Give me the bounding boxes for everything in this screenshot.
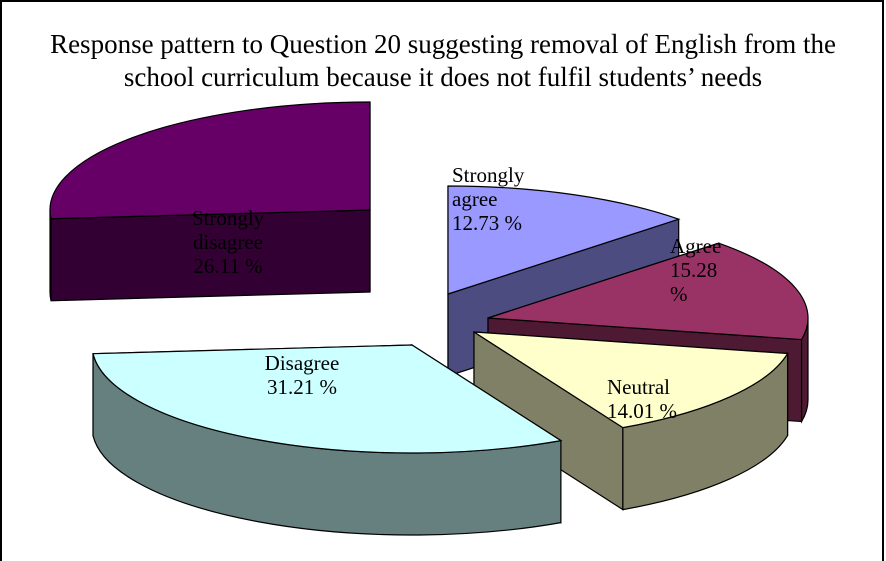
slice-top-face xyxy=(487,242,809,341)
pie-slice-neutral xyxy=(473,330,789,511)
slice-top-face xyxy=(473,331,789,429)
pie-slice-strongly-disagree xyxy=(49,101,371,302)
data-label-agree: Agree 15.28% xyxy=(670,234,721,306)
slice-top-face xyxy=(447,185,681,295)
slice-outer-wall xyxy=(49,209,52,301)
data-label-strongly-agree: Strongly agree 12.73 % xyxy=(452,163,525,235)
data-label-disagree: Disagree 31.21 % xyxy=(265,351,340,399)
slice-top-face xyxy=(49,101,371,220)
pie-slice-disagree xyxy=(92,343,563,536)
slice-top-face xyxy=(92,344,563,454)
data-label-strongly-disagree: Strongly disagree 26.11 % xyxy=(192,206,265,278)
data-label-neutral: Neutral 14.01 % xyxy=(607,375,677,423)
chart-title: Response pattern to Question 20 suggesti… xyxy=(50,29,836,92)
